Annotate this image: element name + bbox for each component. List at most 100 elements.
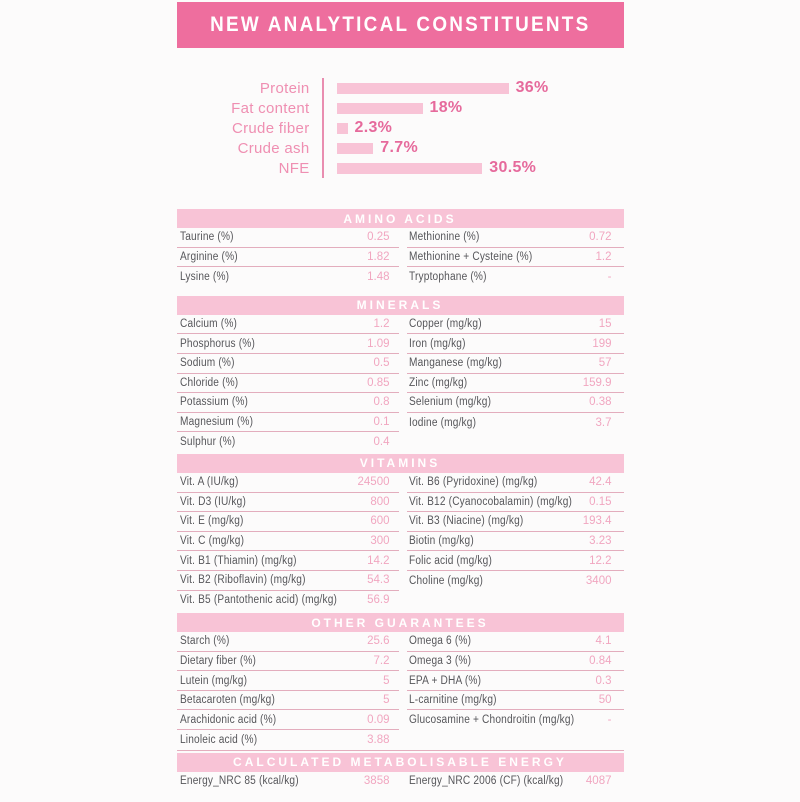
table-row: Vit. B6 (Pyridoxine) (mg/kg) 42.4 (406, 473, 624, 493)
row-value: 57 (598, 357, 612, 370)
row-label: Iodine (mg/kg) (408, 416, 476, 429)
row-label: Chloride (%) (179, 376, 238, 389)
row-label: Omega 3 (%) (408, 654, 471, 667)
row-label: Arachidonic acid (%) (179, 713, 276, 726)
row-label: Biotin (mg/kg) (408, 535, 474, 548)
row-value: 300 (370, 535, 390, 548)
table-row: Energy_NRC 85 (kcal/kg) 3858 (177, 772, 399, 792)
row-label: L-carnitine (mg/kg) (408, 694, 497, 707)
row-label: Linoleic acid (%) (179, 733, 257, 746)
table-row: Iron (mg/kg) 199 (406, 334, 624, 354)
section-title-metabolisable-energy: CALCULATED METABOLISABLE ENERGY (176, 752, 624, 772)
row-label: Vit. B3 (Niacine) (mg/kg) (408, 515, 523, 528)
row-value: 3.23 (589, 535, 612, 548)
table-row: Chloride (%) 0.85 (176, 374, 399, 394)
row-value: 1.2 (595, 250, 612, 263)
bar (336, 102, 423, 114)
row-label: Copper (mg/kg) (408, 318, 482, 331)
row-value: 0.09 (367, 713, 390, 726)
row-label: Lutein (mg/kg) (179, 674, 247, 687)
row-label: Vit. C (mg/kg) (179, 535, 244, 548)
table-row: Methionine (%) 0.72 (406, 228, 624, 248)
row-label: Vit. B5 (Pantothenic acid) (mg/kg) (179, 594, 337, 607)
row-value: 4087 (585, 775, 612, 788)
table-row: Tryptophane (%) - (407, 267, 624, 287)
bar-row: NFE 30.5% (177, 158, 624, 178)
row-value: 12.2 (589, 554, 612, 567)
row-label: Calcium (%) (179, 318, 237, 331)
row-label: Zinc (mg/kg) (408, 376, 467, 389)
table-row: Selenium (mg/kg) 0.38 (406, 393, 624, 413)
row-value: 0.1 (373, 416, 390, 429)
row-value: 0.8 (373, 396, 390, 409)
bar-row: Crude ash 7.7% (177, 138, 624, 158)
table-row: Lutein (mg/kg) 5 (176, 671, 399, 691)
row-label: Vit. B6 (Pyridoxine) (mg/kg) (408, 476, 537, 489)
section-title-amino-acids: AMINO ACIDS (176, 209, 624, 228)
row-value: 1.2 (373, 318, 390, 331)
table-row: Iodine (mg/kg) 3.7 (407, 413, 624, 433)
row-label: Vit. B1 (Thiamin) (mg/kg) (179, 554, 297, 567)
table-row: Zinc (mg/kg) 159.9 (406, 374, 624, 394)
table-row: Biotin (mg/kg) 3.23 (406, 532, 624, 552)
row-label: Energy_NRC 2006 (CF) (kcal/kg) (408, 775, 563, 788)
row-value: 0.85 (367, 376, 390, 389)
bar (336, 162, 483, 174)
section-title-vitamins: VITAMINS (176, 453, 624, 473)
table-row: Arachidonic acid (%) 0.09 (176, 710, 399, 731)
table-row: Manganese (mg/kg) 57 (406, 354, 624, 374)
amino-acids-table: AMINO ACIDS Taurine (%) 0.25 Arginine (%) 1… (176, 209, 624, 287)
row-label: Methionine (%) (408, 231, 480, 244)
table-row: Starch (%) 25.6 (176, 632, 399, 652)
table-row: Omega 3 (%) 0.84 (406, 652, 624, 672)
table-row: Vit. B3 (Niacine) (mg/kg) 193.4 (406, 512, 624, 532)
bar-category-label: Crude fiber (231, 119, 310, 137)
row-label: Glucosamine + Chondroitin (mg/kg) (408, 714, 574, 727)
row-label: Arginine (%) (179, 250, 238, 263)
row-label: Vit. B12 (Cyanocobalamin) (mg/kg) (408, 495, 572, 508)
bar-category-label: Crude ash (237, 139, 310, 157)
row-label: Vit. A (IU/kg) (179, 476, 239, 489)
row-value: 15 (598, 318, 612, 331)
table-row: EPA + DHA (%) 0.3 (406, 671, 624, 691)
bar-category-label: NFE (278, 159, 310, 177)
table-row: Vit. C (mg/kg) 300 (176, 532, 399, 552)
bar-category-label: Fat content (231, 99, 310, 117)
bar-value-label: 2.3% (354, 119, 393, 136)
row-value: 1.09 (367, 337, 390, 350)
table-row: Vit. B2 (Riboflavin) (mg/kg) 54.3 (176, 571, 399, 591)
constituents-bar-chart: Protein 36% Fat content 18% Crude fiber 2.3% C… (177, 78, 624, 178)
row-label: Energy_NRC 85 (kcal/kg) (179, 775, 299, 788)
row-label: Lysine (%) (179, 270, 229, 283)
row-value: 1.82 (367, 250, 390, 263)
table-row: Vit. B5 (Pantothenic acid) (mg/kg) 56.9 (177, 591, 399, 611)
page-title: NEW ANALYTICAL CONSTITUENTS (209, 13, 591, 36)
bar-row: Crude fiber 2.3% (177, 118, 624, 138)
row-value: 42.4 (589, 476, 612, 489)
row-label: Vit. D3 (IU/kg) (179, 495, 246, 508)
row-label: Vit. E (mg/kg) (179, 515, 244, 528)
table-row: Taurine (%) 0.25 (176, 228, 399, 248)
row-label: Starch (%) (179, 635, 230, 648)
table-row: Glucosamine + Chondroitin (mg/kg) - (407, 710, 624, 730)
row-label: Choline (mg/kg) (408, 574, 483, 587)
table-row: Choline (mg/kg) 3400 (407, 571, 624, 591)
row-value: 600 (370, 515, 390, 528)
table-row: Sodium (%) 0.5 (176, 354, 399, 374)
table-row: Sulphur (%) 0.4 (177, 432, 399, 452)
row-value: 5 (383, 694, 390, 707)
row-label: Magnesium (%) (179, 416, 253, 429)
row-value: 0.3 (595, 674, 612, 687)
row-label: Omega 6 (%) (408, 635, 471, 648)
row-value: 1.48 (367, 270, 390, 283)
row-label: Taurine (%) (179, 231, 234, 244)
row-label: Manganese (mg/kg) (408, 357, 502, 370)
table-row: Vit. B1 (Thiamin) (mg/kg) 14.2 (176, 551, 399, 571)
row-value: 199 (592, 337, 612, 350)
row-value: 3858 (363, 775, 390, 788)
analytical-constituents-panel: NEW ANALYTICAL CONSTITUENTS Protein 36% Fa… (176, 2, 624, 792)
bar-row: Protein 36% (177, 78, 624, 98)
table-row: Omega 6 (%) 4.1 (406, 632, 624, 652)
row-value: 5 (383, 674, 390, 687)
table-row: Vit. B12 (Cyanocobalamin) (mg/kg) 0.15 (406, 493, 624, 513)
